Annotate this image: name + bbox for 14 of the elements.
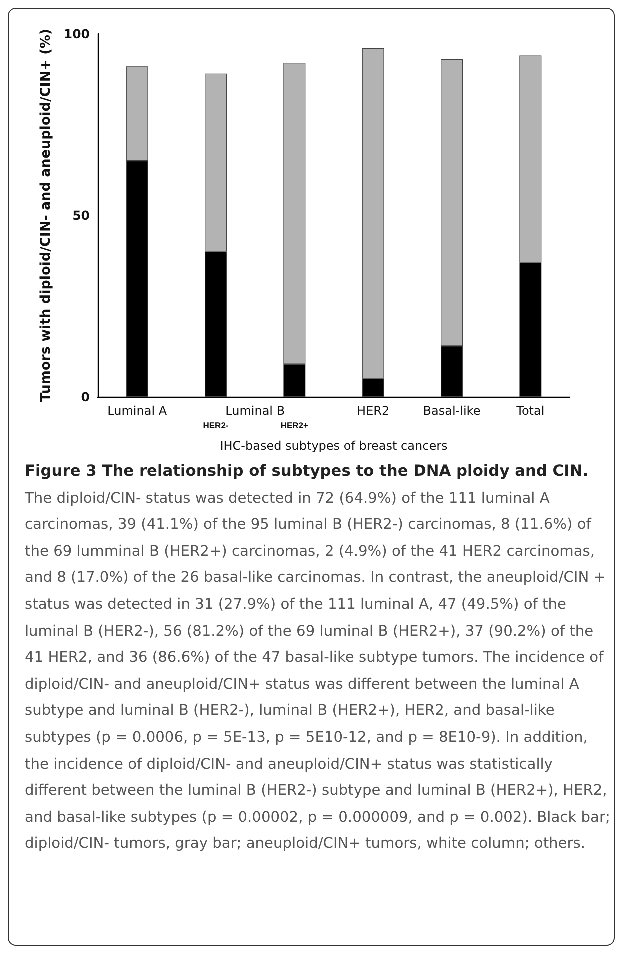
y-tick-label: 0 <box>81 390 90 404</box>
y-tick-label: 50 <box>72 208 90 223</box>
y-axis-title: Tumors with diploid/CIN- and aneuploid/CIN+ (%) <box>38 28 54 402</box>
text: Luminal B <box>226 404 286 418</box>
x-tick-label: Luminal A <box>108 404 168 418</box>
x-tick-label: Basal-like <box>423 404 481 418</box>
text: The diploid/CIN- status was detected in 72 (64.9%) of the 111 luminal A carcinomas, 39 (41.1%) of the 95 luminal B (HER2-) carcinomas, 8 (11.6%) of the 69 lumminal B (HER2+) carcinomas, 2 (4.9%) of the 41 HER2 carcinomas, and 8 (17.0%) of the 26 basal-like carcinomas. In contrast, the aneuploid/CIN + status was detected in 31 (27.9%) of the 111 luminal A, 47 (49.5%) of the luminal B (HER2-), 56 (81.2%) of the 69 luminal B (HER2+), 37 (90.2%) of the 41 HER2, and 36 (86.6%) of the 47 basal-like subtype tumors. The incidence of diploid/CIN- and aneuploid/CIN+ status was different between the luminal A subtype and luminal B (HER2-), luminal B (HER2+), HER2, and basal-like subtypes (p = 0.0006, p = 5E-13, p = 5E10-12, and p = 8E10-9). In addition, the incidence of diploid/CIN- and aneuploid/CIN+ status was statistically different between the luminal B (HER2-) subtype and luminal B (HER2+), HER2, and basal-like subtypes (p = 0.00002, p = 0.000009, and p = 0.002). Black bar; diploid/CIN- tumors, gray bar; aneuploid/CIN+ tumors, white column; others. <box>25 490 610 852</box>
x-axis-title: IHC-based subtypes of breast cancers <box>220 439 448 453</box>
x-tick-label: HER2 <box>357 404 390 418</box>
y-tick-label: 100 <box>64 26 90 42</box>
x-tick-label: Total <box>516 404 545 418</box>
text: HER2+ <box>280 420 309 430</box>
text: HER2- <box>203 420 229 430</box>
text: Figure 3 The relationship of subtypes to the DNA ploidy and CIN. <box>25 462 589 480</box>
